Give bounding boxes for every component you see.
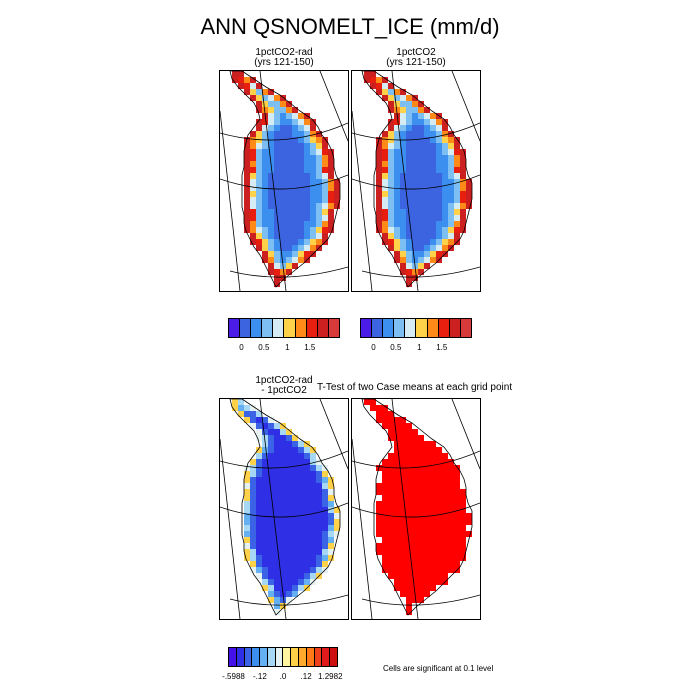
- panel-3-title: 1pctCO2-rad - 1pctCO2: [219, 376, 349, 396]
- colorbar-difference: [228, 647, 338, 667]
- colorbar-box: [284, 319, 296, 337]
- panel-3-svg: [220, 399, 348, 619]
- colorbar-box: [405, 319, 417, 337]
- colorbar-box: [273, 319, 285, 337]
- colorbar-box: [394, 319, 406, 337]
- colorbar-box: [383, 319, 395, 337]
- colorbar-tick-label: 0.5: [258, 343, 270, 352]
- colorbar-box: [372, 319, 384, 337]
- colorbar-box: [251, 319, 263, 337]
- colorbar-box: [295, 319, 307, 337]
- panel-1-title-line1: 1pctCO2-rad: [255, 47, 313, 58]
- colorbar-tick-label: 1.5: [436, 343, 448, 352]
- colorbar-box: [449, 319, 461, 337]
- colorbar-box: [240, 319, 252, 337]
- colorbar-box: [236, 648, 245, 666]
- colorbar-box: [314, 648, 323, 666]
- panel-2-title-line1: 1pctCO2: [396, 47, 436, 58]
- colorbar-panel-2-ticks: 0 0.5 1 1.5: [360, 343, 472, 353]
- panel-2-title-line2: (yrs 121-150): [386, 57, 446, 68]
- colorbar-box: [438, 319, 450, 337]
- panel-4-map: [351, 398, 481, 620]
- colorbar-box: [260, 648, 268, 666]
- panel-4-title: T-Test of two Case means at each grid po…: [317, 382, 513, 393]
- colorbar-box: [299, 648, 307, 666]
- colorbar-box: [416, 319, 428, 337]
- colorbar-tick-label: -.5988: [222, 672, 245, 681]
- panel-1-title-line2: (yrs 121-150): [254, 57, 314, 68]
- colorbar-tick-label: 1: [417, 343, 422, 352]
- colorbar-panel-2: [360, 318, 472, 338]
- panel-3-map: [219, 398, 349, 620]
- significance-footnote: Cells are significant at 0.1 level: [383, 664, 494, 673]
- panel-1-svg: [220, 71, 348, 291]
- colorbar-tick-label: .0: [279, 672, 287, 681]
- colorbar-panel-1-ticks: 0 0.5 1 1.5: [228, 343, 340, 353]
- colorbar-tick-label: 0: [239, 343, 244, 352]
- colorbar-tick-label: -.12: [252, 672, 267, 681]
- colorbar-tick-label: 1.5: [304, 343, 316, 352]
- colorbar-box: [267, 648, 276, 666]
- colorbar-box: [322, 648, 331, 666]
- panel-4-svg: [352, 399, 480, 619]
- colorbar-box: [291, 648, 300, 666]
- colorbar-tick-label: .12: [300, 672, 312, 681]
- panel-3-title-line1: 1pctCO2-rad: [255, 375, 313, 386]
- colorbar-tick-label: 1.2982: [318, 672, 343, 681]
- colorbar-tick-label: 0: [371, 343, 376, 352]
- colorbar-box: [361, 319, 373, 337]
- colorbar-box: [317, 319, 329, 337]
- colorbar-box: [306, 648, 315, 666]
- colorbar-box: [262, 319, 274, 337]
- colorbar-box: [427, 319, 439, 337]
- panel-2-title: 1pctCO2 (yrs 121-150): [351, 48, 481, 68]
- colorbar-box: [252, 648, 261, 666]
- panel-1-title: 1pctCO2-rad (yrs 121-150): [219, 48, 349, 68]
- colorbar-box: [460, 319, 471, 337]
- colorbar-box: [244, 648, 253, 666]
- colorbar-box: [328, 319, 339, 337]
- panel-2-svg: [352, 71, 480, 291]
- panel-3-title-line2: - 1pctCO2: [261, 385, 307, 396]
- colorbar-box: [330, 648, 337, 666]
- colorbar-difference-ticks: -.5988 -.12 .0 .12 1.2982: [222, 672, 342, 682]
- main-title: ANN QSNOMELT_ICE (mm/d): [200, 14, 500, 39]
- panel-1-map: [219, 70, 349, 292]
- colorbar-box: [229, 648, 237, 666]
- colorbar-box: [306, 319, 318, 337]
- colorbar-box: [283, 648, 292, 666]
- colorbar-box: [275, 648, 284, 666]
- colorbar-tick-label: 0.5: [390, 343, 402, 352]
- colorbar-box: [229, 319, 241, 337]
- colorbar-panel-1: [228, 318, 340, 338]
- colorbar-tick-label: 1: [285, 343, 290, 352]
- panel-2-map: [351, 70, 481, 292]
